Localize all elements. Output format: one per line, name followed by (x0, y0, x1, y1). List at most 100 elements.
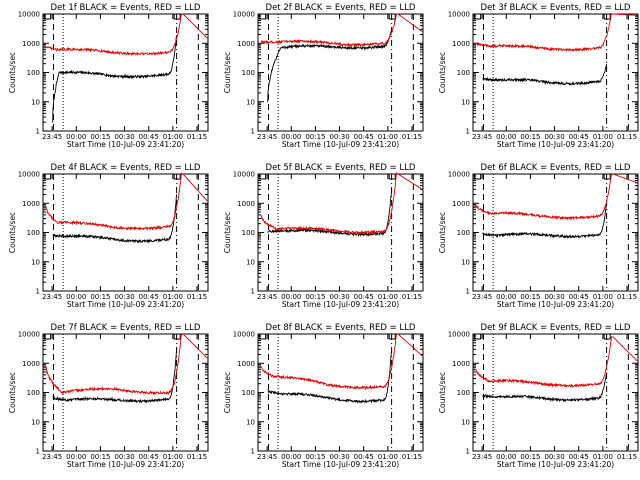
panel-det-3: Det 3f BLACK = Events, RED = LLD 1 10 100 10… (438, 3, 639, 149)
x-tick-label: 00:45 (354, 453, 374, 461)
x-tick-label: 23:45 (472, 293, 492, 301)
x-axis-label: Start Time (10-Jul-09 23:41:20) (497, 460, 614, 469)
events-series-line (482, 372, 608, 403)
top-right-box-marker (603, 13, 611, 20)
top-right-box-marker (173, 333, 181, 340)
y-tick-label: 10000 (233, 11, 255, 19)
panel-det-4: Det 4f BLACK = Events, RED = LLD 1 10 100 10… (8, 163, 209, 309)
top-right-box-marker (388, 173, 396, 180)
plot-frame (472, 173, 639, 292)
panel-title: Det 6f BLACK = Events, RED = LLD (481, 163, 631, 173)
panel-det-9: Det 9f BLACK = Events, RED = LLD 1 10 100 10… (438, 323, 639, 469)
x-tick-label: 01:15 (187, 293, 207, 301)
x-tick-label: 01:00 (378, 133, 398, 141)
lld-series-line (475, 336, 638, 388)
y-tick-label: 10000 (448, 331, 470, 339)
x-axis-label: Start Time (10-Jul-09 23:41:20) (67, 140, 184, 149)
top-left-box-marker (474, 13, 482, 20)
x-tick-label: 00:15 (305, 453, 325, 461)
x-tick-label: 23:45 (42, 293, 62, 301)
x-tick-label: 01:15 (187, 453, 207, 461)
top-left-box-marker (44, 333, 52, 340)
y-tick-label: 100 (242, 69, 255, 77)
x-axis-label: Start Time (10-Jul-09 23:41:20) (282, 300, 399, 309)
x-tick-label: 00:30 (329, 453, 349, 461)
y-tick-label: 10000 (448, 11, 470, 19)
y-tick-label: 10000 (18, 331, 40, 339)
y-tick-label: 1 (36, 448, 40, 456)
x-tick-label: 00:30 (114, 293, 134, 301)
top-right-box-marker (388, 13, 396, 20)
panel-title: Det 1f BLACK = Events, RED = LLD (51, 3, 201, 13)
x-tick-label: 00:15 (305, 133, 325, 141)
plot-frame (472, 13, 639, 132)
y-tick-label: 1 (466, 448, 470, 456)
x-tick-label: 00:00 (496, 133, 516, 141)
x-tick-label: 00:15 (520, 133, 540, 141)
x-tick-label: 01:15 (402, 453, 422, 461)
x-tick-label: 00:30 (329, 293, 349, 301)
x-tick-label: 01:15 (402, 133, 422, 141)
x-tick-label: 00:00 (281, 453, 301, 461)
events-series-line (52, 194, 178, 244)
y-tick-label: 1000 (237, 360, 255, 368)
x-tick-label: 00:00 (281, 293, 301, 301)
x-axis-label: Start Time (10-Jul-09 23:41:20) (67, 460, 184, 469)
y-tick-label: 10000 (233, 171, 255, 179)
panel-det-5: Det 5f BLACK = Events, RED = LLD 1 10 100 10… (223, 163, 424, 309)
y-tick-label: 10000 (448, 171, 470, 179)
top-left-box-marker (44, 13, 52, 20)
x-tick-label: 23:45 (257, 293, 277, 301)
y-tick-label: 1000 (22, 360, 40, 368)
x-axis-label: Start Time (10-Jul-09 23:41:20) (282, 140, 399, 149)
x-tick-label: 01:15 (402, 293, 422, 301)
top-left-box-marker (474, 333, 482, 340)
top-right-box-marker (173, 173, 181, 180)
events-series-line (482, 202, 608, 240)
y-tick-label: 1 (251, 128, 255, 136)
x-axis-label: Start Time (10-Jul-09 23:41:20) (67, 300, 184, 309)
y-tick-label: 1000 (237, 40, 255, 48)
y-tick-label: 1 (251, 448, 255, 456)
lld-series-line (475, 173, 638, 221)
y-tick-label: 100 (457, 229, 470, 237)
panel-det-6: Det 6f BLACK = Events, RED = LLD 1 10 100 10… (438, 163, 639, 309)
x-tick-label: 00:15 (90, 293, 110, 301)
x-tick-label: 00:30 (544, 133, 564, 141)
plot-frame (257, 333, 424, 452)
x-tick-label: 00:00 (496, 453, 516, 461)
y-axis-label: Counts/sec (438, 52, 447, 93)
y-tick-label: 100 (27, 389, 40, 397)
y-axis-label: Counts/sec (8, 212, 17, 253)
y-tick-label: 1 (36, 288, 40, 296)
y-axis-label: Counts/sec (223, 52, 232, 93)
y-tick-label: 100 (457, 69, 470, 77)
y-axis-label: Counts/sec (438, 212, 447, 253)
y-tick-label: 100 (242, 229, 255, 237)
x-tick-label: 01:00 (593, 453, 613, 461)
panel-det-8: Det 8f BLACK = Events, RED = LLD 1 10 100 10… (223, 323, 424, 469)
lld-series-line (45, 333, 208, 396)
lld-series-line (260, 13, 423, 48)
y-tick-label: 10 (246, 418, 255, 426)
y-tick-label: 1000 (22, 200, 40, 208)
events-series-line (267, 29, 393, 103)
panel-det-1: Det 1f BLACK = Events, RED = LLD 1 10 100 10… (8, 3, 209, 149)
top-left-box-marker (259, 333, 267, 340)
x-tick-label: 00:45 (139, 453, 159, 461)
x-tick-label: 01:15 (617, 453, 637, 461)
x-tick-label: 00:00 (66, 453, 86, 461)
panel-title: Det 5f BLACK = Events, RED = LLD (266, 163, 416, 173)
x-tick-label: 00:15 (90, 453, 110, 461)
y-tick-label: 10000 (18, 171, 40, 179)
x-tick-label: 00:00 (496, 293, 516, 301)
y-tick-label: 1000 (22, 40, 40, 48)
panel-title: Det 9f BLACK = Events, RED = LLD (481, 323, 631, 333)
lld-series-line (475, 13, 638, 53)
x-tick-label: 01:00 (163, 293, 183, 301)
lld-series-line (260, 333, 423, 391)
y-axis-label: Counts/sec (223, 372, 232, 413)
x-tick-label: 23:45 (42, 133, 62, 141)
y-tick-label: 10000 (18, 11, 40, 19)
